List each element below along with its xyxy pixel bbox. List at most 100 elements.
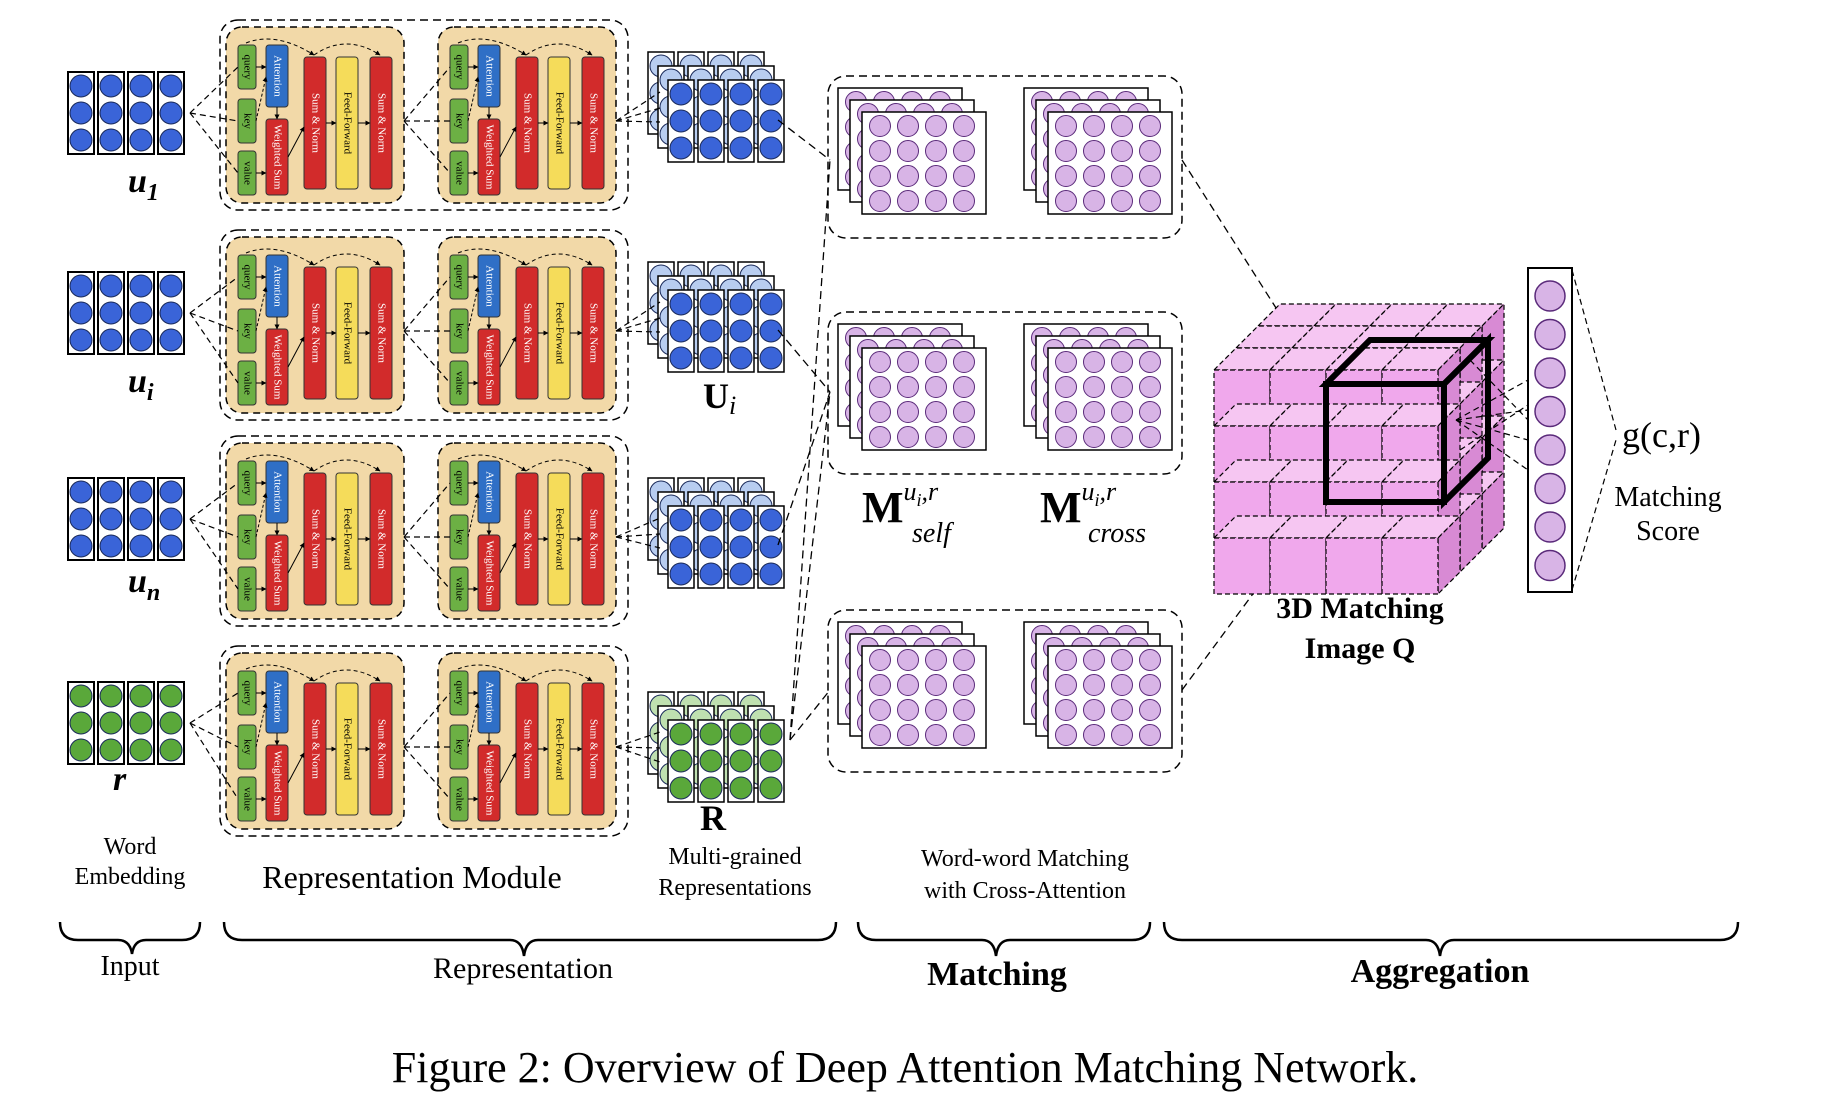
attention-block-label: Attention xyxy=(271,681,283,723)
matching-cell xyxy=(1055,699,1077,721)
query-block-label: query xyxy=(453,264,465,290)
sum-norm-block-label: Sum & Norm xyxy=(309,719,321,779)
matching-cell xyxy=(1139,351,1161,373)
matching-cell xyxy=(1111,649,1133,671)
matching-cell xyxy=(1083,724,1105,746)
word-vector-circle xyxy=(99,534,123,558)
inter-module-connector xyxy=(403,330,451,384)
matching-cell xyxy=(869,401,891,423)
rep-circle xyxy=(729,535,753,559)
matching-score-label-1: Matching xyxy=(1614,482,1721,513)
score-circle xyxy=(1534,472,1566,505)
score-vector xyxy=(1455,267,1617,593)
feed-forward-block-label: Feed-Forward xyxy=(553,92,565,155)
arrow xyxy=(499,542,517,574)
matching-cell xyxy=(1139,190,1161,212)
input-embedding-un xyxy=(67,477,185,561)
input-embeddings xyxy=(67,71,185,765)
feed-forward-block-label: Feed-Forward xyxy=(553,718,565,781)
weighted-sum-block-label: Weighted Sum xyxy=(483,751,495,816)
matching-cell xyxy=(925,401,947,423)
matching-cell xyxy=(897,401,919,423)
matching-cell xyxy=(1083,376,1105,398)
multi-grained-representations xyxy=(615,51,785,803)
matching-cell xyxy=(869,699,891,721)
arrow xyxy=(255,702,268,748)
feed-forward-block-label: Feed-Forward xyxy=(553,508,565,571)
matching-cell xyxy=(1111,426,1133,448)
input-connector xyxy=(189,276,239,314)
word-vector-circle xyxy=(129,274,153,298)
matching-cell xyxy=(953,724,975,746)
word-vector-circle xyxy=(159,301,183,325)
residual-arrow xyxy=(245,454,315,472)
rep-connector xyxy=(615,107,661,122)
r-to-matching-bot xyxy=(789,689,831,741)
attention-block-label: Attention xyxy=(483,55,495,97)
representation-module-box xyxy=(219,19,629,211)
sum-norm-block-label: Sum & Norm xyxy=(521,93,533,153)
rep-circle xyxy=(699,722,723,746)
rep-circle xyxy=(699,535,723,559)
word-vector-circle xyxy=(69,301,93,325)
matching-cell xyxy=(1139,674,1161,696)
word-vector-circle xyxy=(129,301,153,325)
weighted-sum-block-label: Weighted Sum xyxy=(271,125,283,190)
residual-arrow xyxy=(457,38,527,56)
input-embedding-r xyxy=(67,681,185,765)
weighted-sum-block-label: Weighted Sum xyxy=(483,541,495,606)
residual-arrow xyxy=(313,459,381,472)
residual-arrow xyxy=(457,454,527,472)
multi-grained-label-1: Multi-grained xyxy=(668,844,801,870)
sum-norm-block-label: Sum & Norm xyxy=(309,509,321,569)
matching-cell xyxy=(1083,190,1105,212)
matching-cell xyxy=(1111,724,1133,746)
word-vector-circle xyxy=(99,684,123,708)
section-input-label: Input xyxy=(100,951,159,982)
score-circle xyxy=(1534,434,1566,466)
matching-cell xyxy=(925,165,947,187)
matching-cell xyxy=(869,674,891,696)
score-circle xyxy=(1534,549,1566,582)
sum-norm-block-2-label: Sum & Norm xyxy=(587,509,599,569)
rep-circle xyxy=(699,508,723,532)
rep-connector xyxy=(615,301,661,332)
residual-arrow xyxy=(457,664,527,682)
word-vector-circle xyxy=(129,738,153,762)
rep-circle xyxy=(729,319,753,343)
cube-to-score-line xyxy=(1459,404,1529,451)
rep-circle xyxy=(759,136,783,160)
rep-circle xyxy=(699,749,723,773)
sum-norm-block-label: Sum & Norm xyxy=(521,303,533,363)
arrow xyxy=(467,702,480,748)
arrow xyxy=(255,492,268,538)
input-connector xyxy=(189,112,239,122)
input-connector xyxy=(189,518,239,590)
matching-cell xyxy=(925,426,947,448)
word-vector-circle xyxy=(99,128,123,152)
arrow xyxy=(499,336,517,368)
weighted-sum-block-label: Weighted Sum xyxy=(271,751,283,816)
residual-arrow xyxy=(457,248,527,266)
word-word-label-2: with Cross-Attention xyxy=(924,878,1126,904)
rep-connector xyxy=(615,731,661,748)
inter-module-connector xyxy=(403,536,451,590)
multi-grained-label-2: Representations xyxy=(658,875,811,901)
rep-circle xyxy=(699,562,723,586)
attentive-module: query key value Attention Weighted Sum Sum & … xyxy=(437,442,617,620)
score-circle xyxy=(1534,318,1566,351)
input-label-r: r xyxy=(113,761,127,798)
word-embedding-label-1: Word xyxy=(104,834,157,860)
matching-cell xyxy=(925,115,947,137)
word-vector-circle xyxy=(129,74,153,98)
matching-cell xyxy=(1083,699,1105,721)
word-vector-circle xyxy=(69,74,93,98)
rep-circle xyxy=(669,535,693,559)
score-circle xyxy=(1534,511,1566,543)
attention-block-label: Attention xyxy=(483,265,495,307)
input-connector xyxy=(189,482,239,520)
matching-cell xyxy=(925,699,947,721)
matching-row xyxy=(827,311,1183,475)
word-vector-circle xyxy=(159,274,183,298)
matching-cell xyxy=(1111,376,1133,398)
